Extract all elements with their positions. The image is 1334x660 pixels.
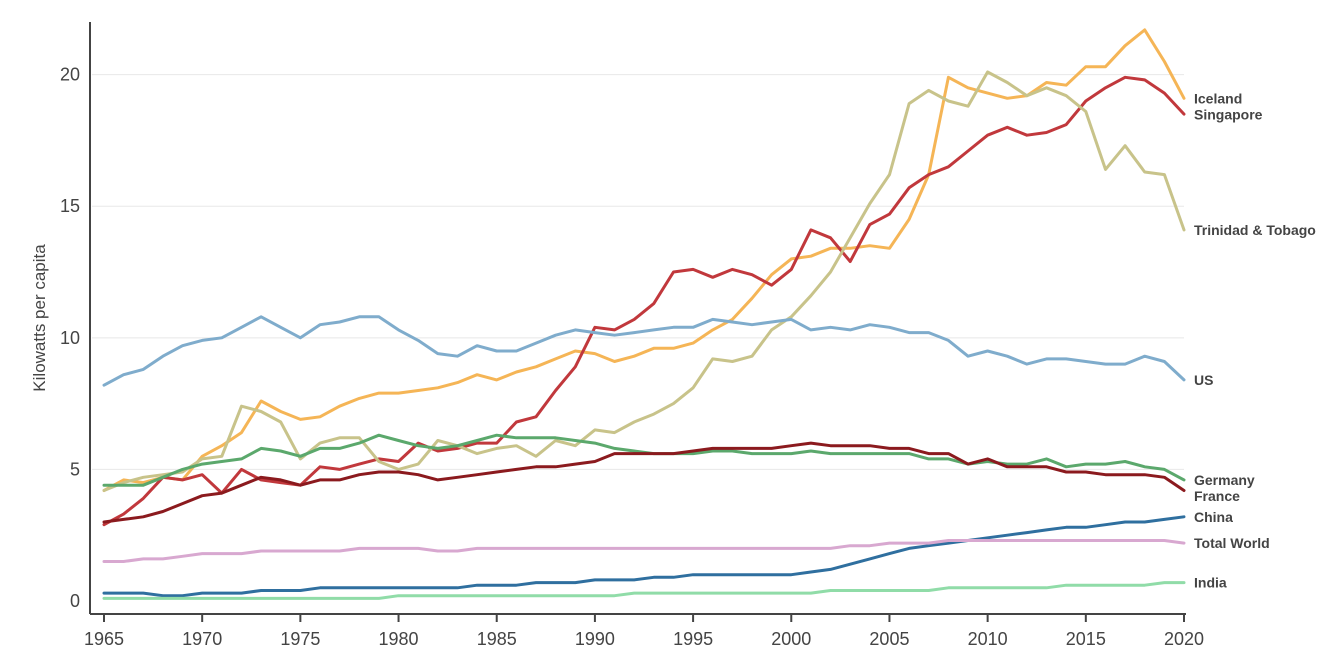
series-label-india: India (1194, 575, 1227, 591)
y-axis-title: Kilowatts per capita (30, 244, 49, 392)
y-tick-label: 20 (60, 65, 80, 85)
series-line-singapore (102, 75, 1186, 527)
x-tick-label: 2000 (771, 629, 811, 649)
axes (89, 22, 1186, 615)
x-tick-label: 2015 (1066, 629, 1106, 649)
x-tick-label: 1980 (379, 629, 419, 649)
x-tick-label: 1985 (477, 629, 517, 649)
series-label-germany: Germany (1194, 472, 1255, 488)
series-lines (102, 28, 1186, 600)
y-axis-ticks: 0 5 10 15 20 (60, 65, 80, 611)
y-tick-label: 10 (60, 328, 80, 348)
x-tick-label: 1975 (280, 629, 320, 649)
x-tick-label: 2005 (869, 629, 909, 649)
series-label-iceland: Iceland (1194, 90, 1242, 106)
series-line-us (102, 315, 1186, 387)
gridlines (92, 74, 1184, 470)
series-label-france: France (1194, 488, 1240, 504)
series-label-china: China (1194, 509, 1233, 525)
y-tick-label: 5 (70, 459, 80, 479)
x-tick-label: 1990 (575, 629, 615, 649)
series-line-france (102, 441, 1186, 524)
x-tick-label: 2010 (968, 629, 1008, 649)
x-tick-label: 2020 (1164, 629, 1204, 649)
y-tick-label: 0 (70, 591, 80, 611)
x-axis-ticks: 1965 1970 1975 1980 1985 1990 1995 2000 2005 2010… (84, 614, 1204, 649)
series-line-trinidad-tobago (102, 70, 1186, 492)
series-label-us: US (1194, 372, 1213, 388)
x-tick-label: 1970 (182, 629, 222, 649)
x-tick-label: 1965 (84, 629, 124, 649)
series-label-trinidad-tobago: Trinidad & Tobago (1194, 222, 1316, 238)
series-label-total-world: Total World (1194, 535, 1270, 551)
series-label-singapore: Singapore (1194, 106, 1263, 122)
y-tick-label: 15 (60, 196, 80, 216)
series-line-total-world (102, 539, 1186, 563)
series-line-india (102, 581, 1186, 600)
series-line-iceland (102, 28, 1186, 492)
x-tick-label: 1995 (673, 629, 713, 649)
series-line-china (102, 515, 1186, 598)
